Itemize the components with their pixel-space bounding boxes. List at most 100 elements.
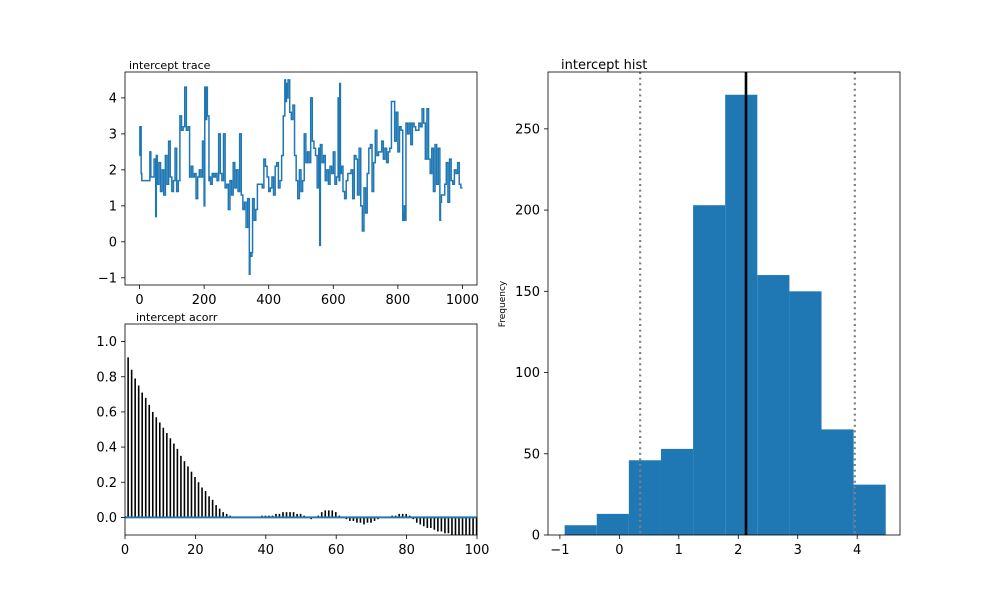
acorr-bar <box>201 487 203 518</box>
acorr-bar <box>299 513 302 518</box>
acorr-bar <box>183 461 186 518</box>
acorr-bar <box>359 517 362 523</box>
acorr-bar <box>465 517 467 535</box>
hist-bar <box>596 513 629 535</box>
acorr-bar <box>211 499 214 518</box>
acorr-bar <box>444 517 446 534</box>
trace-xtick-label: 0 <box>135 293 143 308</box>
acorr-bar <box>197 482 200 518</box>
trace-series-line <box>139 79 463 275</box>
acorr-bar <box>289 512 291 518</box>
acorr-bar <box>475 517 478 535</box>
acorr-bar <box>320 512 323 518</box>
acorr-bar <box>180 455 182 518</box>
acorr-title: intercept acorr <box>136 311 218 324</box>
trace-xtick-label: 800 <box>385 293 410 308</box>
acorr-xtick-label: 60 <box>328 543 345 558</box>
acorr-ytick-label: 0.6 <box>96 405 117 420</box>
acorr-bar <box>352 517 355 521</box>
acorr-bar <box>155 417 158 518</box>
trace-title: intercept trace <box>129 59 211 72</box>
acorr-bar <box>458 517 460 535</box>
acorr-bar <box>451 517 453 535</box>
acorr-bar <box>190 471 193 518</box>
acorr-bar <box>148 404 151 518</box>
acorr-ytick-label: 1.0 <box>96 335 117 350</box>
acorr-bar <box>433 517 436 530</box>
trace-xtick-label: 1000 <box>446 293 479 308</box>
acorr-bar <box>440 517 443 532</box>
acorr-bar <box>194 476 196 518</box>
acorr-ytick-label: 0.0 <box>96 511 117 526</box>
hist-bar <box>789 291 822 535</box>
acorr-bar <box>405 513 407 518</box>
acorr-bar <box>468 517 471 535</box>
acorr-bar <box>472 517 474 535</box>
hist-ytick-label: 250 <box>515 122 540 137</box>
acorr-bar <box>169 438 172 518</box>
acorr-xtick-label: 100 <box>465 543 490 558</box>
acorr-bar <box>370 517 372 523</box>
acorr-bar <box>130 369 133 518</box>
acorr-bar <box>151 411 154 518</box>
acorr-bar <box>225 513 228 518</box>
acorr-bar <box>173 443 175 518</box>
acorr-bar <box>275 513 277 518</box>
hist-title: intercept hist <box>561 58 647 73</box>
acorr-ytick-label: 0.4 <box>96 441 117 456</box>
acorr-bar <box>282 512 284 518</box>
trace-plot-area: 0 200 400 600 800 1000 −1 0 1 2 3 4 <box>98 71 479 308</box>
acorr-bar <box>144 397 147 518</box>
acorr-bar <box>204 491 207 518</box>
hist-panel: intercept hist Frequency −1 0 1 2 3 4 0 50 100 15… <box>498 58 901 558</box>
acorr-xtick-label: 0 <box>121 543 129 558</box>
trace-ytick-label: 1 <box>109 199 117 214</box>
acorr-bar <box>366 517 369 523</box>
acorr-bar <box>141 392 143 518</box>
acorr-bar <box>127 357 129 518</box>
acorr-bar <box>430 517 432 528</box>
hist-axes-frame <box>547 71 901 536</box>
acorr-bar <box>134 378 136 518</box>
acorr-bar <box>349 517 351 521</box>
hist-ytick-label: 100 <box>515 366 540 381</box>
trace-axes-frame <box>124 71 478 286</box>
trace-panel: intercept trace 0 200 400 600 800 1000 −1 0 1 2 3 4 <box>98 59 479 308</box>
acorr-bar <box>162 427 165 518</box>
acorr-bar <box>461 517 464 535</box>
acorr-bar <box>292 512 295 518</box>
acorr-ytick-label: 0.2 <box>96 476 117 491</box>
hist-ytick-label: 50 <box>523 447 540 462</box>
acorr-bar <box>324 510 327 518</box>
hist-ytick-label: 0 <box>532 529 540 544</box>
hist-xtick-label: 0 <box>615 543 623 558</box>
hist-xtick-label: 4 <box>853 543 861 558</box>
acorr-xtick-label: 20 <box>187 543 204 558</box>
hist-bar <box>564 525 597 535</box>
trace-ytick-label: 2 <box>109 163 117 178</box>
trace-xtick-label: 600 <box>321 293 346 308</box>
acorr-bar <box>327 510 330 518</box>
hist-xtick-label: 2 <box>734 543 742 558</box>
trace-ytick-label: 4 <box>109 91 117 106</box>
trace-ytick-label: −1 <box>98 271 117 286</box>
hist-bar <box>693 205 726 535</box>
acorr-bar <box>426 517 429 528</box>
acorr-bar <box>278 513 281 518</box>
acorr-bar <box>215 505 217 518</box>
hist-ylabel: Frequency <box>498 280 508 327</box>
acorr-bar <box>454 517 457 535</box>
acorr-ytick-label: 0.8 <box>96 370 117 385</box>
acorr-bar <box>423 517 425 527</box>
acorr-bar <box>137 385 140 518</box>
acorr-bar <box>331 510 334 518</box>
acorr-axes-frame <box>124 323 478 536</box>
hist-xtick-label: 3 <box>794 543 802 558</box>
hist-bar <box>853 484 886 535</box>
acorr-xtick-label: 40 <box>258 543 275 558</box>
acorr-bar <box>285 512 288 518</box>
hist-bar <box>821 429 854 535</box>
trace-xtick-label: 400 <box>256 293 281 308</box>
acorr-bar <box>363 517 365 525</box>
